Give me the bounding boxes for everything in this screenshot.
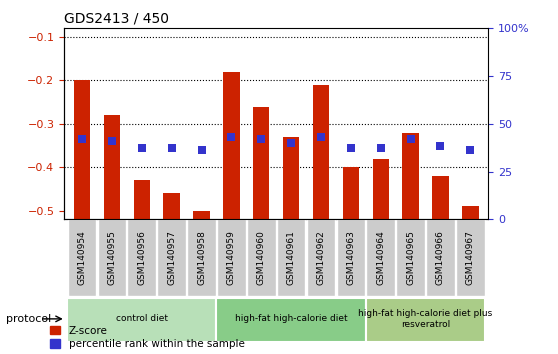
Text: GSM140967: GSM140967 <box>466 230 475 285</box>
Bar <box>163 193 180 219</box>
Legend: Z-score, percentile rank within the sample: Z-score, percentile rank within the samp… <box>50 326 244 349</box>
FancyBboxPatch shape <box>367 219 395 296</box>
FancyBboxPatch shape <box>307 219 335 296</box>
Text: GSM140954: GSM140954 <box>78 230 86 285</box>
Text: GSM140956: GSM140956 <box>137 230 146 285</box>
Point <box>376 145 385 151</box>
Text: high-fat high-calorie diet plus
resveratrol: high-fat high-calorie diet plus resverat… <box>358 309 493 329</box>
Text: protocol: protocol <box>6 314 51 324</box>
Point <box>347 145 355 151</box>
Point <box>137 145 146 151</box>
Point <box>436 143 445 148</box>
Text: GSM140965: GSM140965 <box>406 230 415 285</box>
Text: GDS2413 / 450: GDS2413 / 450 <box>64 12 169 26</box>
Point <box>227 134 236 140</box>
Point <box>108 138 117 144</box>
Bar <box>133 181 150 219</box>
FancyBboxPatch shape <box>277 219 305 296</box>
Bar <box>223 72 239 219</box>
Text: GSM140957: GSM140957 <box>167 230 176 285</box>
Bar <box>343 167 359 219</box>
Text: GSM140966: GSM140966 <box>436 230 445 285</box>
Point <box>406 136 415 142</box>
Point <box>257 136 266 142</box>
Bar <box>74 80 90 219</box>
Point <box>316 134 325 140</box>
Text: control diet: control diet <box>116 314 168 324</box>
Bar <box>432 176 449 219</box>
FancyBboxPatch shape <box>157 219 186 296</box>
Text: GSM140963: GSM140963 <box>347 230 355 285</box>
Point <box>78 136 86 142</box>
Point <box>287 141 296 146</box>
FancyBboxPatch shape <box>187 219 216 296</box>
Text: GSM140960: GSM140960 <box>257 230 266 285</box>
Text: GSM140964: GSM140964 <box>376 230 385 285</box>
FancyBboxPatch shape <box>247 219 276 296</box>
FancyBboxPatch shape <box>426 219 455 296</box>
FancyBboxPatch shape <box>67 298 217 342</box>
Bar <box>313 85 329 219</box>
Bar <box>462 206 479 219</box>
FancyBboxPatch shape <box>456 219 485 296</box>
Bar <box>373 159 389 219</box>
Bar <box>402 133 419 219</box>
Text: high-fat high-calorie diet: high-fat high-calorie diet <box>235 314 348 324</box>
Text: GSM140958: GSM140958 <box>197 230 206 285</box>
Point <box>167 145 176 151</box>
Bar <box>193 211 210 219</box>
FancyBboxPatch shape <box>68 219 97 296</box>
Text: GSM140959: GSM140959 <box>227 230 236 285</box>
FancyBboxPatch shape <box>98 219 126 296</box>
FancyBboxPatch shape <box>336 219 365 296</box>
FancyBboxPatch shape <box>366 298 485 342</box>
Bar <box>104 115 120 219</box>
Point <box>197 147 206 153</box>
Bar <box>253 107 270 219</box>
FancyBboxPatch shape <box>396 219 425 296</box>
Text: GSM140962: GSM140962 <box>316 230 325 285</box>
Bar <box>283 137 299 219</box>
Point <box>466 147 475 153</box>
FancyBboxPatch shape <box>217 298 366 342</box>
FancyBboxPatch shape <box>127 219 156 296</box>
FancyBboxPatch shape <box>217 219 246 296</box>
Text: GSM140961: GSM140961 <box>287 230 296 285</box>
Text: GSM140955: GSM140955 <box>108 230 117 285</box>
